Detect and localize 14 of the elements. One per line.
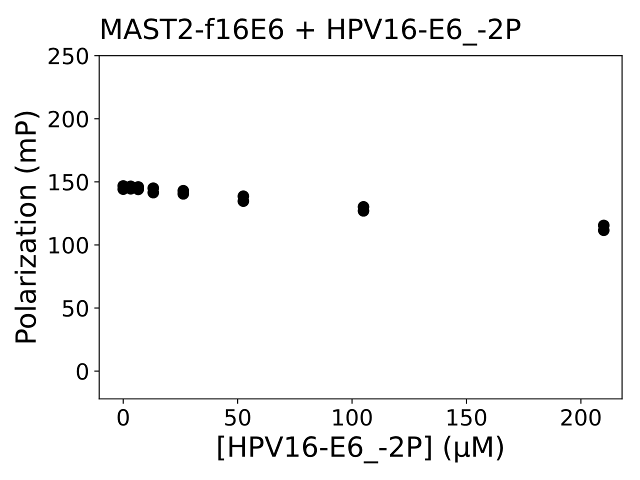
x-tick-label: 100 xyxy=(333,408,372,426)
y-tick-label: 50 xyxy=(62,300,88,317)
x-tick-label: 50 xyxy=(225,408,250,426)
x-tick-label: 150 xyxy=(448,408,486,426)
x-tick-label: 0 xyxy=(118,408,129,426)
chart-title: MAST2-f16E6 + HPV16-E6_-2P xyxy=(102,18,520,46)
y-tick-label: 0 xyxy=(76,363,88,380)
y-tick-label: 150 xyxy=(50,174,88,191)
y-tick-label: 250 xyxy=(48,48,88,64)
x-tick-label: 200 xyxy=(561,408,601,426)
y-tick-label: 100 xyxy=(50,236,88,254)
y-axis-title: Polarization (mP) xyxy=(14,112,40,342)
y-tick-label: 200 xyxy=(48,110,88,128)
x-axis-title: [HPV16-E6_-2P] (μM) xyxy=(218,436,503,464)
